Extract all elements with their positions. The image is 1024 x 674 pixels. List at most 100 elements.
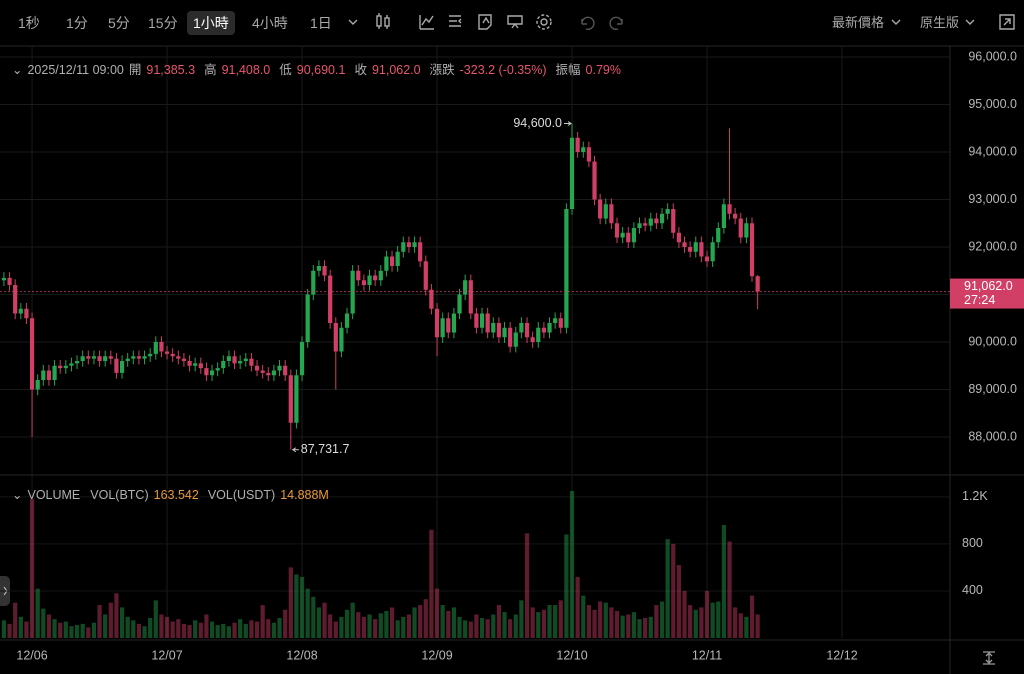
compare-icon[interactable] [507, 15, 523, 29]
interval-button[interactable]: 4小時 [252, 15, 288, 31]
volume-bar [406, 614, 412, 638]
candle-body [609, 204, 614, 224]
volume-bar [181, 623, 187, 638]
volume-bar [614, 610, 620, 638]
volume-bar [193, 620, 198, 638]
candle-body [74, 361, 80, 364]
volume-tick-label: 1.2K [962, 489, 988, 503]
candle-body [131, 356, 136, 359]
x-tick-label: 12/06 [16, 648, 47, 662]
volume-bar [260, 605, 265, 638]
volume-legend: ⌄ VOLUME VOL(BTC) 163.542 VOL(USDT) 14.888M [12, 487, 338, 502]
candle-body [598, 199, 603, 219]
drawing-icon[interactable] [449, 15, 462, 27]
settings-icon[interactable] [540, 18, 548, 26]
volume-bar [519, 600, 524, 638]
redo-icon[interactable] [609, 16, 623, 31]
candle-body [159, 342, 164, 352]
candle-body [693, 242, 698, 252]
volume-bar [18, 616, 23, 638]
candle-body [733, 213, 738, 219]
template-icon[interactable] [478, 14, 492, 30]
volume-bar [479, 618, 485, 638]
candle-body [446, 318, 451, 333]
volume-legend-value: 163.542 [153, 488, 199, 502]
fullscreen-icon[interactable] [999, 14, 1015, 30]
candle-body [254, 365, 260, 371]
volume-bar [288, 567, 293, 638]
candle-body [699, 242, 704, 257]
candle-body [659, 213, 665, 224]
volume-bar [755, 614, 760, 638]
candle-body [406, 242, 412, 248]
volume-bar [558, 600, 563, 638]
candle-body [232, 356, 237, 364]
candle-body [592, 161, 597, 200]
volume-bar [41, 608, 46, 638]
volume-bar [153, 600, 158, 638]
legend-value: 0.79% [585, 63, 621, 77]
candle-body [485, 313, 490, 333]
interval-button[interactable]: 5分 [108, 15, 130, 31]
x-tick-label: 12/08 [286, 648, 317, 662]
candle-body [283, 365, 288, 376]
volume-bar [598, 601, 603, 638]
undo-icon[interactable] [581, 16, 595, 31]
view-selector[interactable]: 原生版 [920, 15, 960, 30]
volume-bar [103, 614, 108, 638]
volume-bar [238, 619, 243, 638]
candle-body [148, 353, 153, 357]
volume-bar [367, 614, 372, 638]
volume-bar [721, 525, 726, 638]
volume-bar [643, 618, 648, 638]
interval-button[interactable]: 1分 [66, 15, 88, 31]
candle-body [333, 323, 338, 352]
reset-icon[interactable] [983, 651, 995, 665]
candle-body [18, 308, 23, 314]
volume-bar [164, 616, 170, 638]
interval-more[interactable] [348, 19, 358, 25]
candle-style-icon[interactable] [376, 13, 390, 29]
interval-button[interactable]: 1小時 [187, 11, 235, 35]
legend-label: 收 [354, 63, 367, 77]
candle-body [119, 361, 125, 373]
candle-body [547, 323, 552, 333]
legend-label: 漲跌 [429, 63, 455, 77]
legend-label: 開 [128, 63, 142, 77]
volume-bar [108, 602, 113, 638]
legend-label: 振幅 [555, 63, 581, 77]
volume-bar [378, 613, 383, 638]
candle-body [226, 356, 232, 362]
volume-bar [744, 616, 749, 638]
interval-button[interactable]: 1秒 [18, 15, 40, 31]
indicator-icon[interactable] [419, 15, 434, 30]
candle-body [457, 294, 462, 314]
candle-body [243, 358, 248, 362]
candle-body [626, 232, 631, 243]
y-tick-label: 92,000.0 [968, 239, 1017, 253]
candle-body [569, 137, 575, 210]
candle-body [344, 313, 350, 328]
volume-bar [749, 595, 755, 638]
interval-button[interactable]: 15分 [148, 15, 178, 31]
volume-bar [46, 614, 52, 638]
candle-body [716, 228, 721, 243]
volume-bar [271, 622, 277, 638]
volume-bar [569, 490, 575, 638]
volume-bar [215, 625, 220, 638]
interval-button[interactable]: 1日 [310, 15, 332, 31]
volume-bar [136, 623, 142, 638]
candle-body [401, 242, 406, 252]
volume-bar [266, 619, 271, 638]
volume-bar [564, 534, 569, 638]
legend-value: 90,690.1 [296, 63, 346, 77]
volume-bar [620, 615, 625, 638]
volume-bar [232, 622, 237, 638]
volume-bar [603, 602, 608, 638]
price-type-selector[interactable]: 最新價格 [832, 15, 885, 30]
volume-bar [97, 605, 102, 638]
volume-bar [637, 619, 642, 638]
volume-bar [170, 621, 175, 638]
volume-bar [148, 618, 153, 638]
candle-body [80, 356, 85, 362]
